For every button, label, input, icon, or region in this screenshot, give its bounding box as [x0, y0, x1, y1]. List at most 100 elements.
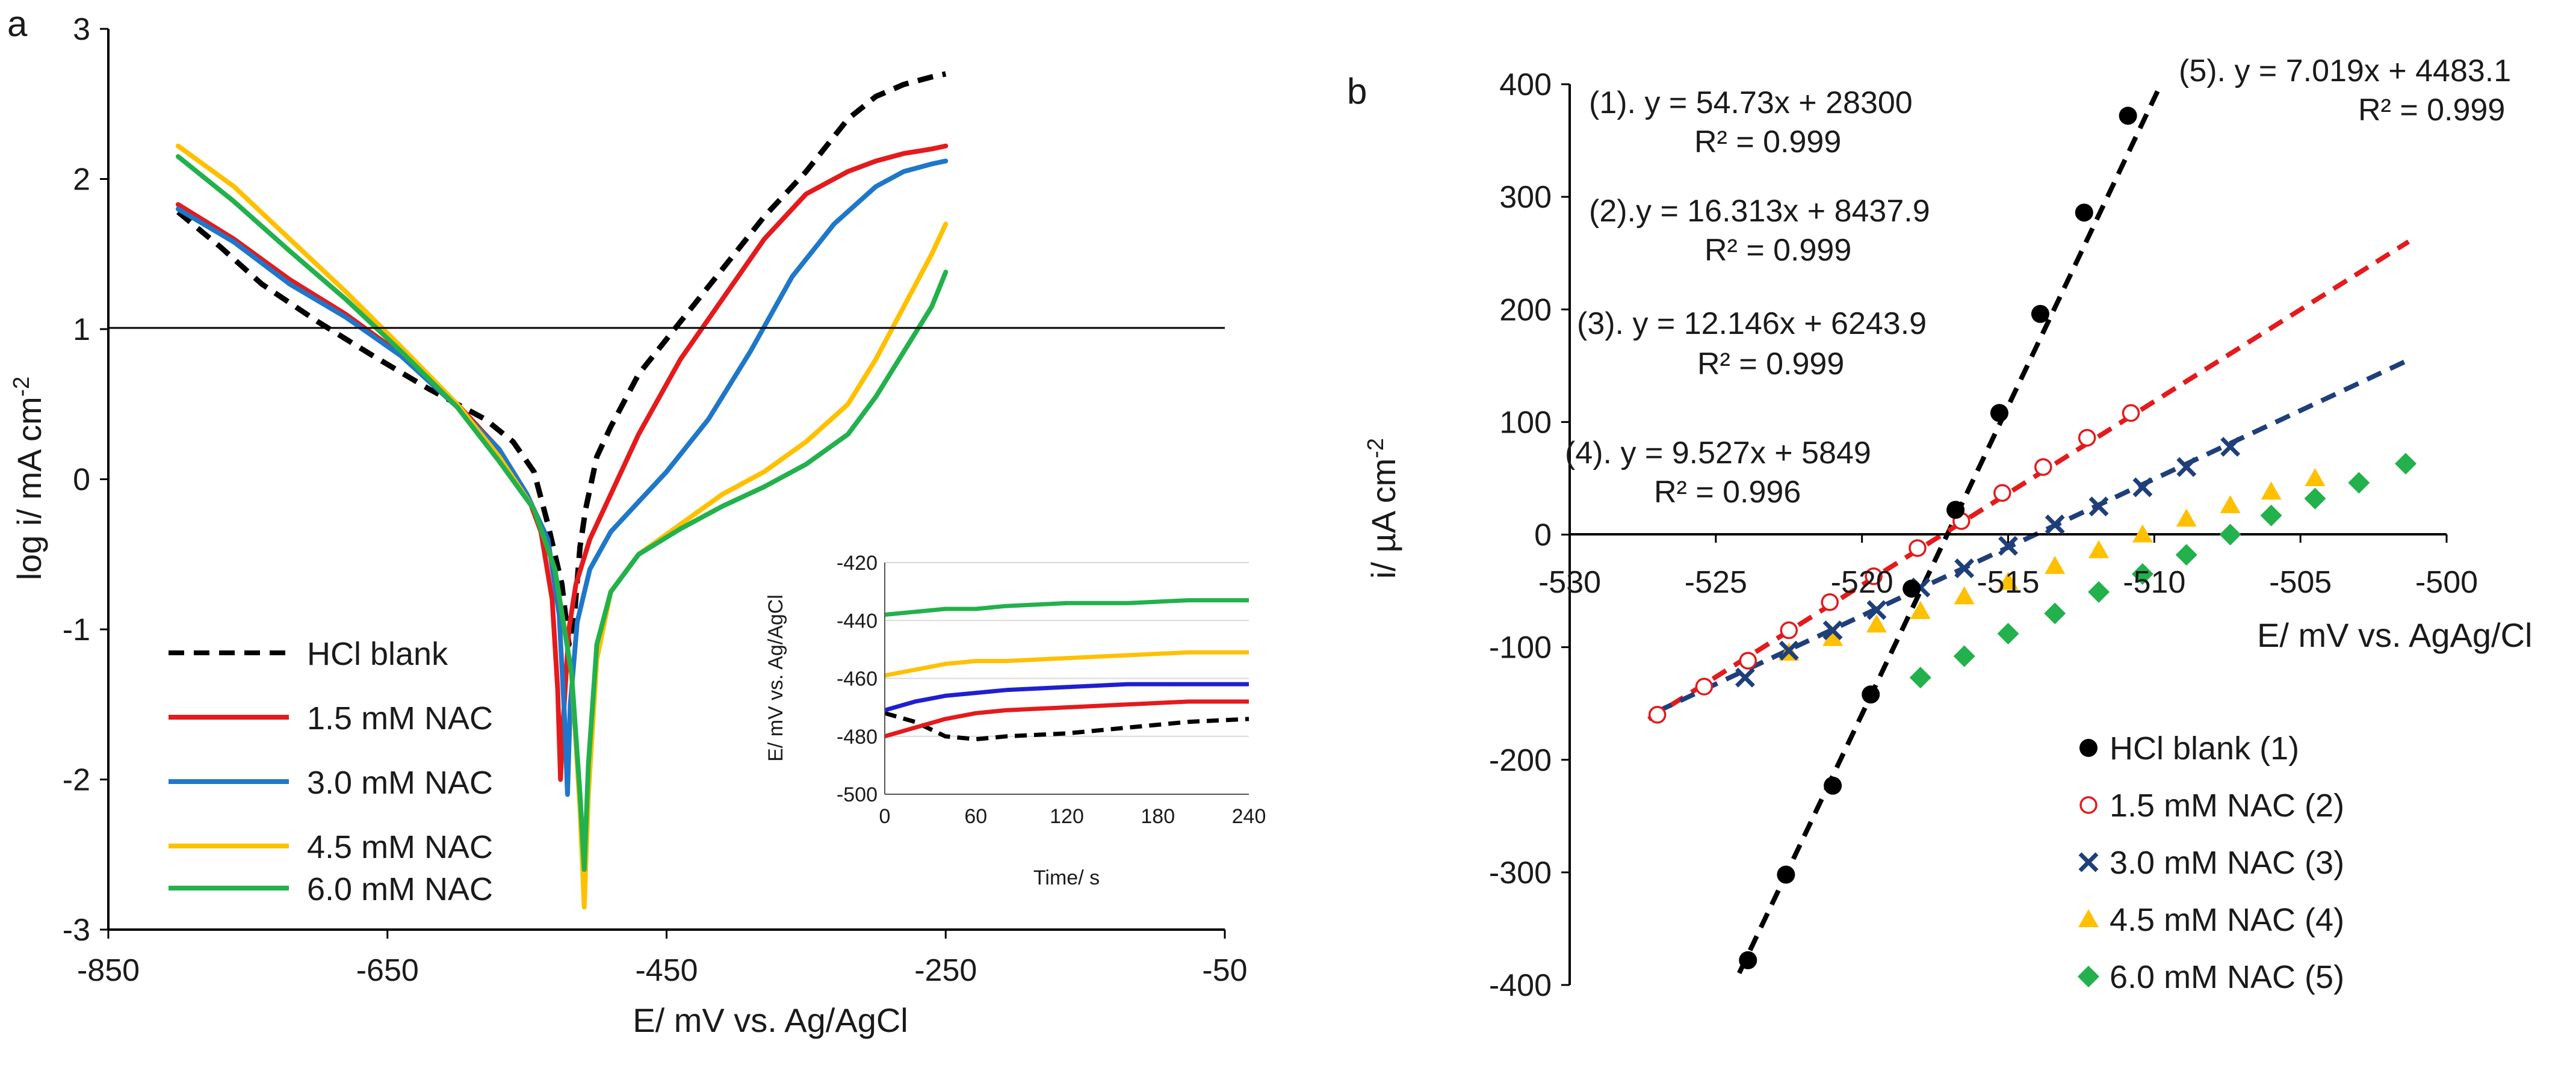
- inset-series-2: [884, 682, 1249, 712]
- inset-series-4: [884, 598, 1249, 617]
- panel-a-x-ticks: -850 -650 -450 -250 -50: [77, 930, 1248, 988]
- panel-b-fit-line-1: [1647, 239, 2410, 721]
- panel-a-y-tick-label: 0: [73, 463, 90, 498]
- panel-b-point-s4: [2044, 602, 2066, 625]
- inset-y-tick-label: -440: [837, 610, 878, 632]
- legend-a-label-2: 3.0 mM NAC: [307, 765, 493, 801]
- panel-b-point-s1: [1993, 484, 2011, 502]
- panel-b-point-s3: [2045, 555, 2066, 574]
- panel-b-point-s2: [1866, 600, 1887, 620]
- eq-1-line2: R² = 0.999: [1694, 125, 1841, 159]
- panel-b-point-s2: [1735, 667, 1755, 688]
- panel-b-point-s0: [1990, 404, 2008, 422]
- panel-b-point-s2: [1822, 620, 1843, 641]
- panel-b-y-tick-label: -300: [1489, 856, 1552, 891]
- panel-b-point-s4: [2395, 452, 2417, 475]
- panel-b-x-tick-label: -520: [1831, 565, 1893, 600]
- panel-b-x-tick-label: -500: [2415, 565, 2478, 600]
- panel-a-series-2: [175, 158, 949, 797]
- panel-b-y-tick-label: -100: [1489, 631, 1552, 665]
- eq-4-line1: (4). y = 9.527x + 5849: [1565, 436, 1871, 471]
- panel-b-point-s2: [2132, 477, 2153, 498]
- panel-b-fit-line-2: [1656, 357, 2410, 714]
- panel-a-x-tick-label: -450: [635, 953, 698, 988]
- panel-b-y-title: i/ µA cm-2: [1363, 438, 1402, 579]
- panel-b-point-s1: [2034, 458, 2052, 476]
- panel-a-y-tick-label: 2: [73, 162, 90, 197]
- legend-b-marker-2: [2078, 852, 2099, 872]
- panel-a-y-title: log i/ mA cm-2: [9, 377, 48, 581]
- inset-series: [884, 598, 1249, 742]
- panel-b-point-s3: [2305, 468, 2326, 486]
- panel-b-point-s2: [1954, 558, 1975, 579]
- panel-a-label: a: [7, 4, 28, 44]
- panel-b-point-s3: [2176, 508, 2197, 527]
- panel-a-y-tick-label: -1: [63, 613, 90, 647]
- panel-b-point-s4: [1997, 623, 2019, 645]
- panel-b-y-tick-label: 0: [1534, 518, 1552, 553]
- panel-a-legend: HCl blank 1.5 mM NAC 3.0 mM NAC 4.5 mM N…: [169, 636, 493, 907]
- inset-y-title: E/ mV vs. Ag/AgCl: [764, 594, 787, 762]
- panel-b-x-tick-label: -505: [2269, 565, 2332, 600]
- inset-x-ticks: 0 60 120 180 240: [879, 805, 1266, 828]
- panel-b-point-s2: [2220, 437, 2241, 457]
- legend-b-label-4: 6.0 mM NAC (5): [2110, 959, 2344, 995]
- eq-4-line2: R² = 0.996: [1654, 475, 1801, 510]
- panel-a-y-tick-label: 1: [73, 312, 90, 347]
- panel-a-y-tick-label: -2: [63, 763, 90, 798]
- panel-b-x-ticks: -530 -525 -520 -515 -510 -505 -500: [1538, 534, 2478, 600]
- panel-b-point-s4: [2348, 472, 2370, 494]
- panel-b-y-tick-label: -400: [1489, 968, 1552, 1003]
- legend-a-label-3: 4.5 mM NAC: [307, 829, 493, 865]
- panel-b-point-s1: [1909, 539, 1927, 557]
- panel-b-equations: (1). y = 54.73x + 28300 R² = 0.999 (2).y…: [1565, 54, 2511, 510]
- panel-b-point-s3: [2088, 540, 2110, 558]
- legend-b-label-3: 4.5 mM NAC (4): [2110, 902, 2344, 938]
- panel-b-point-s4: [2260, 504, 2282, 526]
- eq-5-line1: (5). y = 7.019x + 4483.1: [2179, 54, 2511, 88]
- panel-b-legend: HCl blank (1) 1.5 mM NAC (2) 3.0 mM NAC …: [2078, 730, 2344, 995]
- panel-b-y-tick-label: 300: [1499, 180, 1552, 215]
- panel-b-point-s2: [2088, 496, 2109, 517]
- legend-b-label-2: 3.0 mM NAC (3): [2110, 845, 2344, 881]
- panel-b-y-tick-label: -200: [1489, 743, 1552, 778]
- panel-a-x-tick-label: -50: [1202, 953, 1247, 988]
- panel-b-x-tick-label: -525: [1685, 565, 1747, 600]
- panel-b-point-s0: [1946, 501, 1965, 519]
- eq-2-line1: (2).y = 16.313x + 8437.9: [1589, 194, 1930, 229]
- panel-b-point-s0: [1862, 685, 1880, 704]
- legend-a-label-1: 1.5 mM NAC: [307, 700, 493, 736]
- panel-b-point-s1: [1821, 593, 1839, 611]
- panel-b-point-s4: [2131, 563, 2153, 585]
- inset-y-tick-label: -460: [837, 668, 878, 691]
- panel-a-y-tick-label: -3: [63, 913, 90, 948]
- eq-3-line2: R² = 0.999: [1697, 347, 1844, 381]
- legend-b-marker-0: [2079, 739, 2098, 757]
- panel-b-point-s0: [1903, 579, 1921, 598]
- panel-b-point-s1: [2122, 404, 2140, 422]
- legend-a-label-4: 6.0 mM NAC: [307, 871, 493, 907]
- inset-series-1: [884, 699, 1249, 739]
- legend-b-marker-3: [2078, 909, 2099, 927]
- legend-b-symbol-1: [2079, 796, 2098, 814]
- panel-b-y-title-sup: -2: [1363, 438, 1389, 458]
- legend-b-symbol-0: [2079, 739, 2098, 757]
- panel-a-x-title: E/ mV vs. Ag/AgCl: [633, 1001, 908, 1039]
- eq-1-line1: (1). y = 54.73x + 28300: [1589, 85, 1913, 120]
- panel-b-point-s3: [1998, 572, 2019, 590]
- eq-2-line2: R² = 0.999: [1704, 233, 1851, 268]
- legend-b-symbol-3: [2078, 909, 2099, 927]
- eq-5-line2: R² = 0.999: [2358, 93, 2505, 128]
- panel-b-point-s1: [1865, 567, 1883, 585]
- panel-b-point-s4: [2304, 487, 2326, 510]
- inset-y-tick-label: -500: [837, 783, 878, 806]
- panel-b-point-s2: [2176, 457, 2197, 477]
- panel-b-x-tick-label: -530: [1538, 565, 1601, 600]
- panel-b-point-s2: [1998, 536, 2018, 556]
- eq-3-line1: (3). y = 12.146x + 6243.9: [1577, 306, 1927, 341]
- panel-a-x-tick-label: -850: [77, 953, 140, 988]
- inset-y-tick-label: -420: [837, 552, 878, 575]
- panel-a-series: [175, 71, 949, 910]
- inset-y-tick-label: -480: [837, 726, 878, 749]
